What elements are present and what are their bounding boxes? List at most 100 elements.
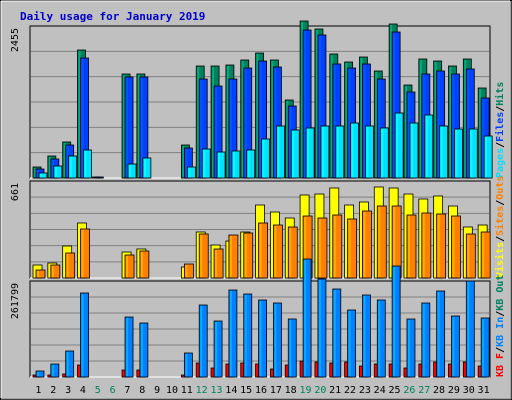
bar-body (465, 233, 476, 279)
bar-shine (212, 246, 215, 277)
bar-body (273, 302, 282, 378)
requests-bar-pages (379, 127, 389, 179)
bar-shine (363, 65, 366, 177)
bar-shine (321, 127, 324, 177)
kbytes-bar-kb-in (50, 363, 60, 378)
kbytes-bar-kb-in (198, 304, 208, 378)
requests-bar-pages (127, 163, 137, 179)
bar-shine (182, 146, 185, 177)
bar-shine (69, 157, 72, 177)
legend-separator: / (495, 200, 506, 206)
bar-body (139, 250, 150, 279)
bar-shine (434, 197, 437, 277)
bar-body (451, 315, 460, 378)
bar-body (198, 233, 209, 279)
bar-body (50, 363, 60, 378)
visitors-bar-sites (273, 224, 283, 279)
bar-shine (289, 320, 292, 376)
visitors-bar-sites (480, 231, 491, 279)
bar-shine (404, 195, 407, 277)
x-tick-label: 2 (50, 385, 56, 396)
bar-body (347, 218, 358, 279)
bar-shine (48, 264, 51, 277)
legend-item-sites: Sites (494, 206, 506, 236)
requests-bar-pages (350, 122, 360, 179)
bar-body (287, 318, 297, 378)
bar-body (350, 122, 360, 179)
bar-shine (197, 364, 200, 376)
bar-body (317, 278, 327, 378)
bar-body (127, 163, 137, 179)
bar-shine (393, 267, 396, 376)
bar-shine (434, 363, 437, 376)
bar-body (142, 157, 152, 179)
x-tick-label: 23 (359, 385, 371, 396)
kbytes-bar-kb-in (243, 293, 253, 378)
bar-shine (274, 68, 277, 177)
bar-shine (407, 320, 410, 376)
kbytes-bar-kb-in (273, 302, 282, 378)
requests-bar-pages (53, 165, 63, 179)
bar-shine (482, 319, 485, 376)
requests-bar-pages (276, 125, 285, 179)
bar-body (124, 254, 135, 279)
bar-shine (304, 217, 307, 277)
bar-shine (464, 228, 467, 277)
visitors-bar-sites (287, 226, 298, 279)
x-tick-label: 9 (154, 385, 160, 396)
bar-shine (455, 130, 458, 177)
bar-shine (226, 365, 229, 376)
bar-body (376, 299, 386, 378)
legend-separator: / (495, 311, 506, 317)
requests-bar-pages (142, 157, 152, 179)
bar-shine (482, 233, 485, 277)
x-tick-label: 6 (110, 385, 116, 396)
bar-shine (51, 160, 54, 177)
bar-body (365, 125, 374, 179)
x-tick-label: 13 (210, 385, 222, 396)
bar-body (480, 317, 490, 378)
visitors-ymax-label: 661 (10, 183, 21, 201)
requests-ymax-label: 2455 (10, 28, 21, 52)
bar-shine (419, 60, 422, 177)
legend-separator: / (495, 106, 506, 112)
visitors-bar-sites (80, 228, 90, 279)
bar-shine (137, 75, 140, 177)
kbytes-bar-kb-in (376, 299, 386, 378)
bar-shine (140, 252, 143, 277)
bar-shine (241, 61, 244, 177)
bar-shine (360, 367, 363, 376)
bar-shine (440, 127, 443, 177)
bar-body (302, 258, 312, 378)
bar-shine (84, 151, 87, 177)
x-tick-label: 3 (65, 385, 71, 396)
visitors-bar-sites (183, 263, 194, 279)
bar-shine (307, 129, 310, 177)
bar-body (65, 252, 76, 279)
bar-shine (289, 107, 292, 177)
legend-item-kb-in: KB In (495, 317, 506, 347)
bar-body (379, 127, 389, 179)
kbytes-bar-kb-in (35, 370, 45, 378)
bar-shine (277, 127, 280, 177)
bar-shine (348, 69, 351, 177)
legend-item-files: Files (494, 112, 506, 142)
requests-bar-pages (394, 112, 404, 179)
visitors-bar-sites (421, 212, 432, 279)
x-tick-label: 27 (418, 385, 430, 396)
visitors-bar-sites (50, 264, 61, 279)
bar-shine (66, 146, 69, 177)
bar-shine (330, 55, 333, 177)
bar-shine (375, 188, 378, 277)
bar-body (231, 150, 241, 179)
bar-shine (54, 167, 57, 177)
visitors-bar-sites (465, 233, 476, 279)
x-tick-label: 11 (181, 385, 193, 396)
legend-separator: / (495, 347, 506, 353)
bar-shine (301, 22, 304, 177)
requests-bar-pages (186, 166, 196, 179)
bar-body (261, 138, 270, 179)
bar-body (424, 114, 434, 179)
bar-shine (66, 254, 69, 277)
bar-shine (318, 36, 321, 177)
